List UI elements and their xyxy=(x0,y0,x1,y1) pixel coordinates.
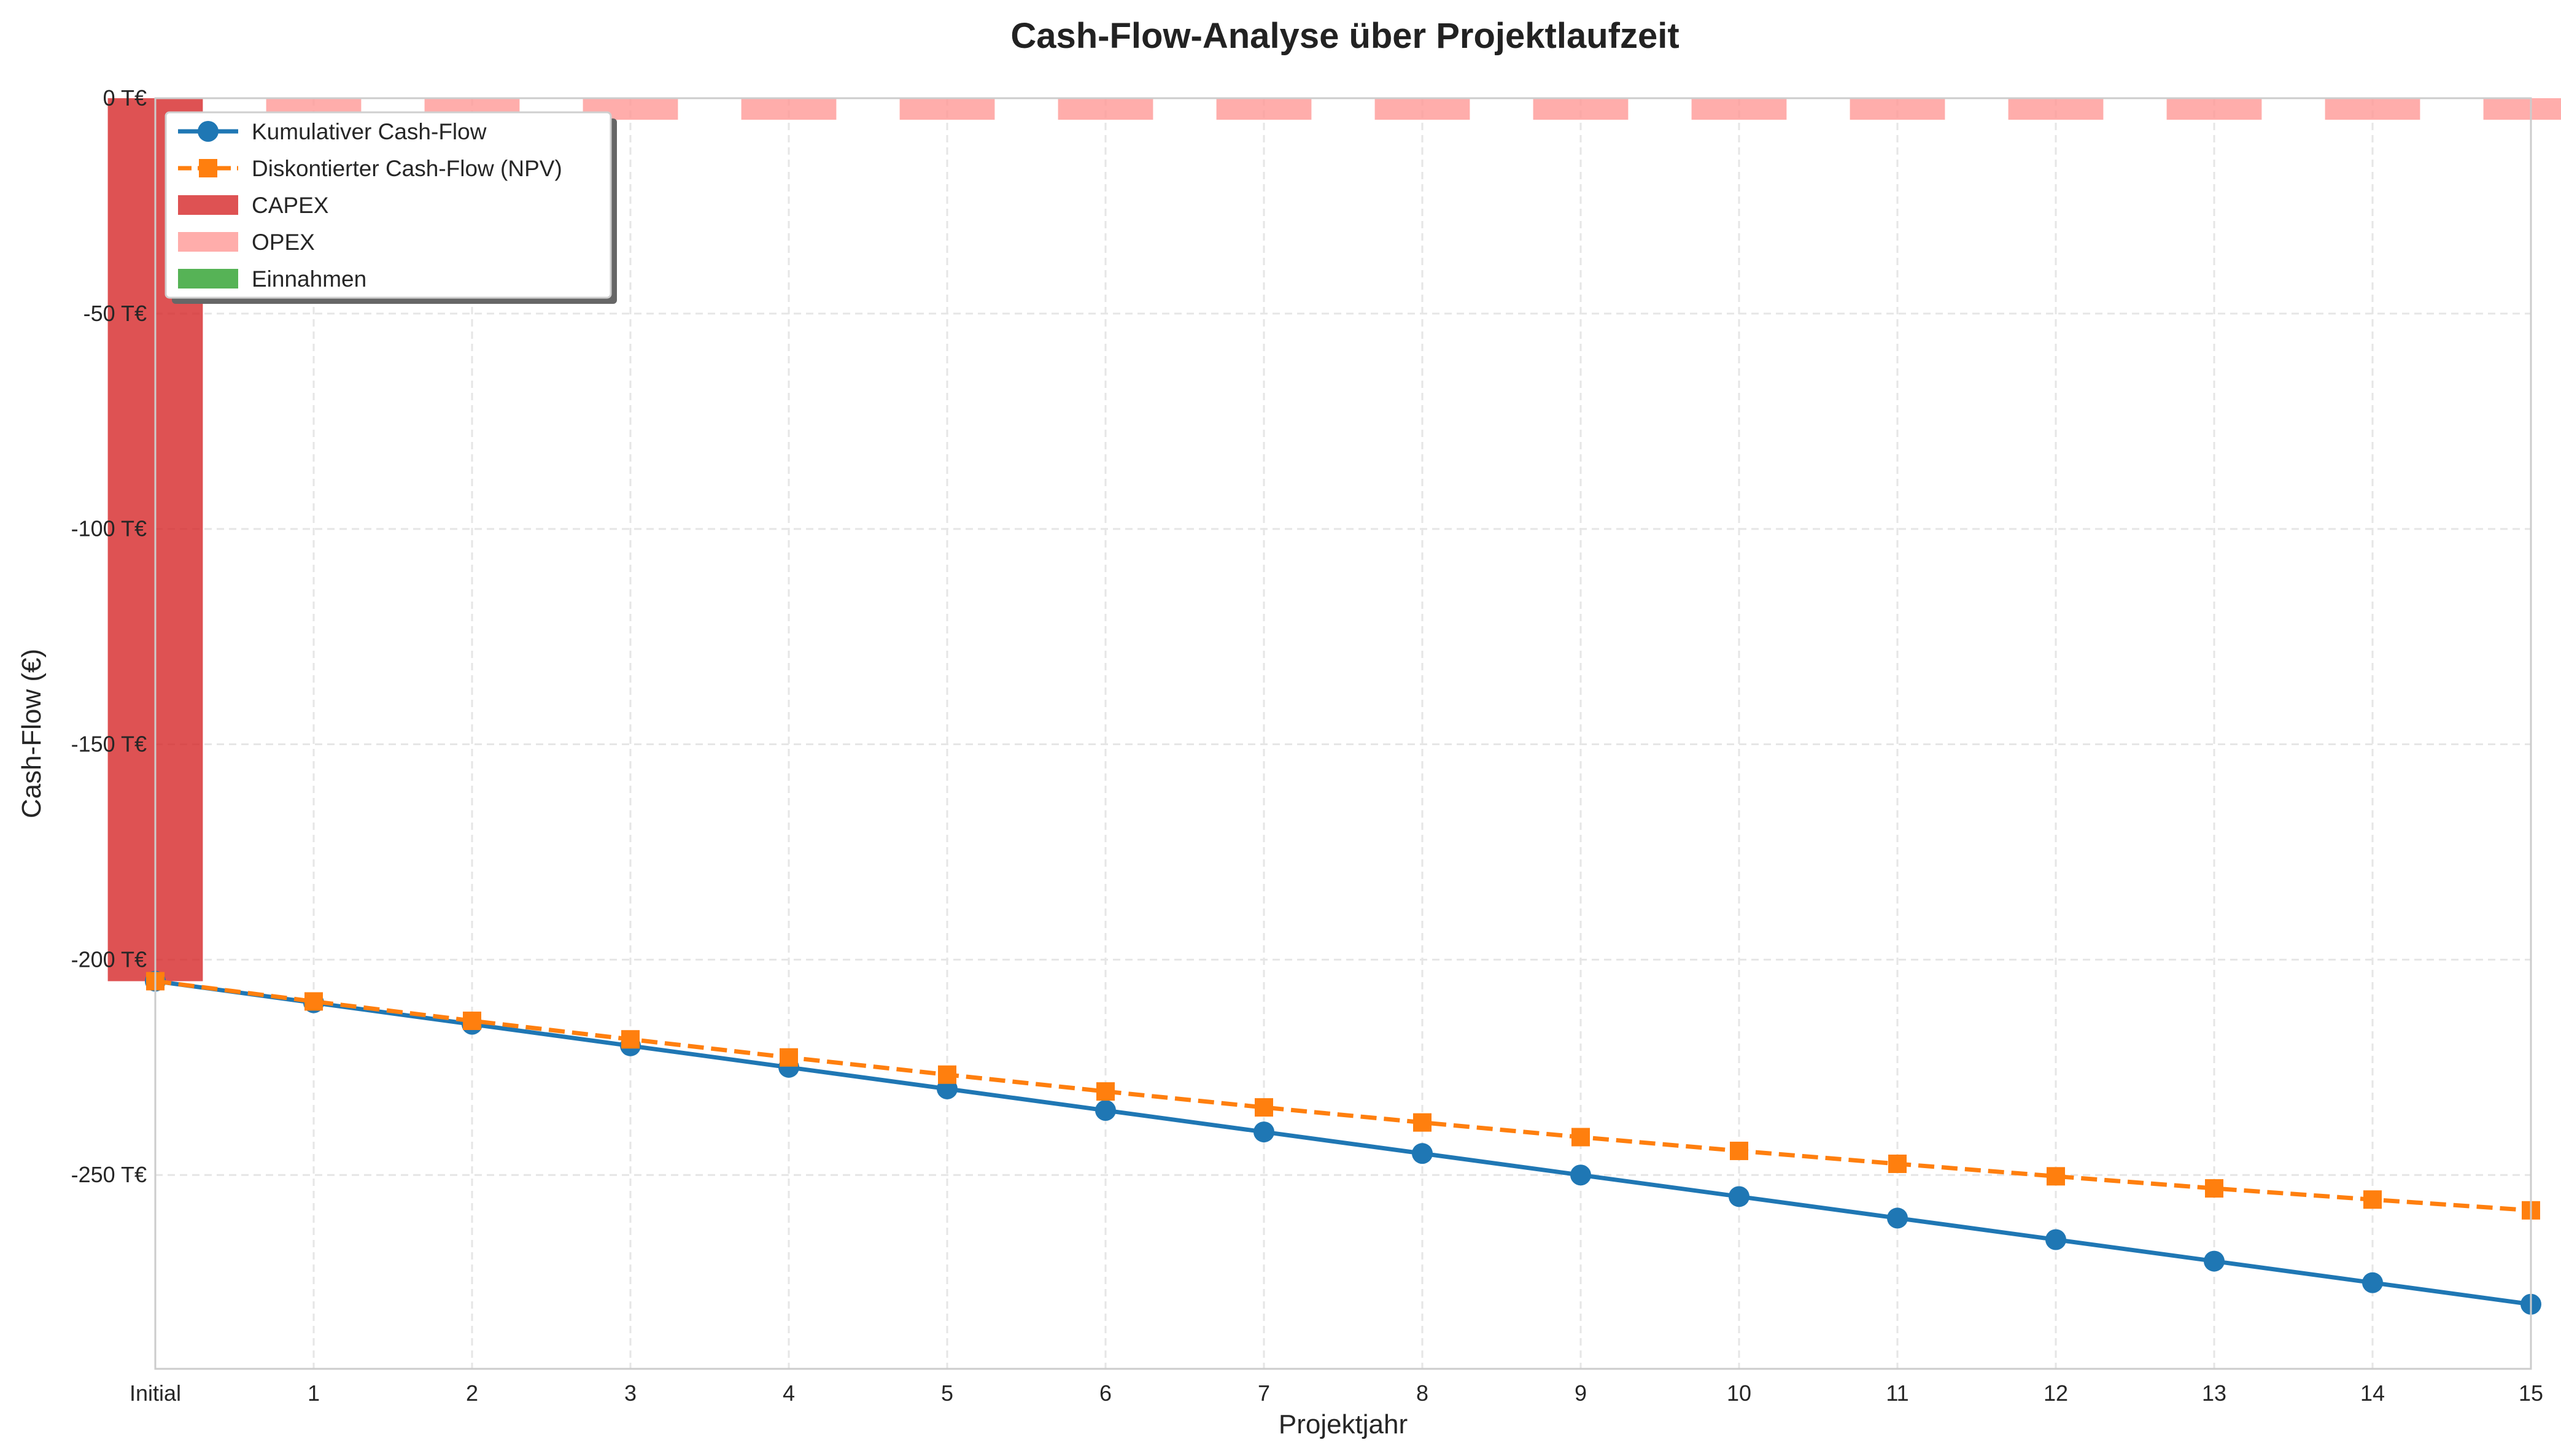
npv-cashflow-point xyxy=(2363,1190,2382,1209)
legend: Kumulativer Cash-Flow Diskontierter Cash-… xyxy=(165,111,617,304)
legend-marker xyxy=(199,159,217,177)
bar-opex xyxy=(741,98,837,120)
y-tick-label: -100 T€ xyxy=(71,516,147,541)
npv-cashflow-point xyxy=(1413,1113,1432,1132)
bar-opex xyxy=(2325,98,2420,120)
npv-cashflow-point xyxy=(2205,1179,2223,1198)
legend-label: Diskontierter Cash-Flow (NPV) xyxy=(252,156,562,181)
bar-opex xyxy=(899,98,995,120)
y-tick-label: 0 T€ xyxy=(103,85,147,110)
x-axis-label: Projektjahr xyxy=(1279,1409,1408,1439)
bar-opex xyxy=(1850,98,1945,120)
npv-cashflow-point xyxy=(1255,1098,1273,1117)
x-tick-label: 4 xyxy=(783,1380,795,1406)
cumulative-cashflow-point xyxy=(1412,1143,1433,1164)
y-tick-label: -200 T€ xyxy=(71,947,147,972)
x-tick-label: 8 xyxy=(1416,1380,1428,1406)
bar-opex xyxy=(2166,98,2262,120)
y-tick-label: -50 T€ xyxy=(83,301,147,326)
npv-cashflow-point xyxy=(780,1048,798,1067)
plot-frame xyxy=(154,97,2532,1370)
cumulative-cashflow-point xyxy=(1253,1121,1274,1143)
legend-label: OPEX xyxy=(252,230,315,255)
bar-opex xyxy=(1533,98,1629,120)
x-tick-label: Initial xyxy=(130,1380,181,1406)
cumulative-cashflow-point xyxy=(2204,1250,2225,1272)
legend-marker xyxy=(198,121,219,142)
npv-cashflow-point xyxy=(1571,1128,1590,1147)
cumulative-cashflow-point xyxy=(1095,1099,1116,1121)
x-tick-label: 2 xyxy=(466,1380,478,1406)
npv-cashflow-point xyxy=(463,1012,481,1031)
npv-cashflow-point xyxy=(938,1065,956,1084)
chart-title: Cash-Flow-Analyse über Projektlaufzeit xyxy=(1010,16,1679,56)
cumulative-cashflow-point xyxy=(1570,1164,1591,1186)
y-tick-label: -250 T€ xyxy=(71,1162,147,1187)
x-tick-label: 6 xyxy=(1099,1380,1112,1406)
npv-cashflow-point xyxy=(1730,1141,1748,1160)
discounted-cashflow-line xyxy=(155,979,2532,1213)
npv-cashflow-point xyxy=(1096,1082,1115,1101)
cumulative-cashflow-point xyxy=(1887,1207,1908,1229)
npv-cashflow-point xyxy=(621,1030,640,1049)
lines xyxy=(145,970,2541,1315)
x-tick-label: 9 xyxy=(1575,1380,1587,1406)
legend-box xyxy=(165,111,612,299)
x-tick-label: 1 xyxy=(308,1380,320,1406)
npv-cashflow-point xyxy=(2047,1167,2065,1186)
legend-patch-swatch xyxy=(178,195,238,215)
npv-cashflow-point xyxy=(304,992,323,1011)
bar-opex xyxy=(1691,98,1787,120)
x-tick-label: 12 xyxy=(2044,1380,2068,1406)
cumulative-cashflow-point xyxy=(1729,1186,1749,1207)
x-tick-label: 7 xyxy=(1258,1380,1270,1406)
bar-opex xyxy=(2483,98,2561,120)
bar-opex xyxy=(1374,98,1470,120)
cumulative-cashflow-line xyxy=(155,979,2532,1307)
y-axis-label: Cash-Flow (€) xyxy=(17,649,47,818)
x-tick-label: 10 xyxy=(1727,1380,1751,1406)
legend-patch-swatch xyxy=(178,232,238,252)
cumulative-cashflow-point xyxy=(2045,1229,2066,1250)
x-tick-label: 15 xyxy=(2519,1380,2543,1406)
npv-cashflow-point xyxy=(1888,1154,1907,1173)
legend-label: Kumulativer Cash-Flow xyxy=(252,119,487,144)
legend-label: Einnahmen xyxy=(252,266,366,292)
x-tick-label: 14 xyxy=(2360,1380,2385,1406)
x-tick-label: 5 xyxy=(941,1380,953,1406)
x-tick-label: 13 xyxy=(2202,1380,2226,1406)
cumulative-cashflow-point xyxy=(2362,1272,2383,1293)
legend-patch-swatch xyxy=(178,269,238,288)
x-tick-label: 11 xyxy=(1886,1380,1908,1406)
y-tick-label: -150 T€ xyxy=(71,732,147,757)
y-axis-ticks: 0 T€ -50 T€ -100 T€ -150 T€ -200 T€ -250 T€ xyxy=(71,85,147,1187)
x-axis-ticks: Initial 1 2 3 4 5 6 7 8 9 10 11 12 13 14 15 xyxy=(130,1380,2543,1406)
x-tick-label: 3 xyxy=(624,1380,637,1406)
bar-opex xyxy=(1216,98,1312,120)
bar-opex xyxy=(2008,98,2104,120)
bar-opex xyxy=(1058,98,1153,120)
legend-label: CAPEX xyxy=(252,193,328,218)
